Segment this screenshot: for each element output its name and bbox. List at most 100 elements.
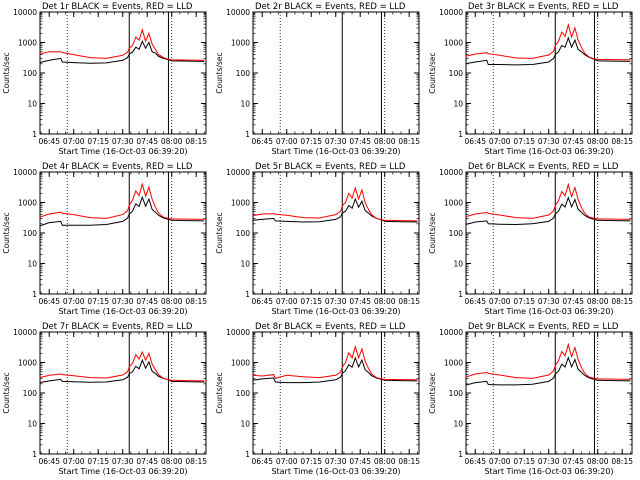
y-tick-label: 1000 bbox=[231, 199, 250, 208]
y-tick-label: 10 bbox=[27, 260, 37, 269]
x-tick-label: 07:15 bbox=[513, 297, 535, 306]
y-axis-label: Counts/sec bbox=[428, 212, 437, 253]
x-tick-label: 07:00 bbox=[489, 297, 511, 306]
series-lld-line bbox=[39, 350, 205, 382]
x-tick-label: 08:15 bbox=[398, 137, 420, 146]
x-tick-label: 07:45 bbox=[562, 137, 584, 146]
y-tick-label: 10000 bbox=[13, 8, 37, 17]
y-axis-label: Counts/sec bbox=[2, 212, 11, 253]
x-tick-label: 07:30 bbox=[538, 297, 560, 306]
y-tick-label: 10000 bbox=[439, 168, 463, 177]
y-tick-label: 100 bbox=[236, 229, 251, 238]
series-lld-line bbox=[39, 182, 205, 220]
series-lld-line bbox=[252, 186, 418, 222]
series-events-line bbox=[39, 195, 205, 227]
panel-title: Det 9r BLACK = Events, RED = LLD bbox=[468, 322, 619, 332]
x-tick-label: 07:15 bbox=[300, 297, 322, 306]
y-tick-label: 1000 bbox=[18, 199, 37, 208]
x-tick-label: 08:00 bbox=[374, 137, 396, 146]
series-events-line bbox=[39, 39, 205, 64]
panel-2: Det 2r BLACK = Events, RED = LLD 1 10 100 10… bbox=[215, 2, 420, 156]
x-tick-label: 07:15 bbox=[87, 457, 109, 466]
y-tick-label: 1000 bbox=[231, 359, 250, 368]
x-tick-label: 08:00 bbox=[587, 457, 609, 466]
x-axis-label: Start Time (16-Oct-03 06:39:20) bbox=[484, 307, 613, 316]
series-events-line bbox=[465, 196, 631, 226]
x-tick-label: 07:45 bbox=[349, 457, 371, 466]
x-tick-label: 07:15 bbox=[87, 137, 109, 146]
y-tick-label: 10000 bbox=[226, 8, 250, 17]
plot-frame bbox=[39, 11, 207, 135]
y-tick-label: 1 bbox=[458, 450, 463, 459]
y-axis-label: Counts/sec bbox=[2, 372, 11, 413]
x-tick-label: 07:45 bbox=[562, 297, 584, 306]
x-tick-label: 06:45 bbox=[38, 457, 60, 466]
x-tick-label: 07:15 bbox=[300, 457, 322, 466]
panel-7: Det 7r BLACK = Events, RED = LLD 1 10 100 10… bbox=[2, 322, 207, 476]
x-tick-label: 07:30 bbox=[325, 137, 347, 146]
panel-5: Det 5r BLACK = Events, RED = LLD 1 10 100 10… bbox=[215, 162, 420, 316]
y-tick-label: 1000 bbox=[231, 39, 250, 48]
series-events-line bbox=[465, 356, 631, 386]
y-tick-label: 100 bbox=[449, 389, 464, 398]
x-tick-label: 08:15 bbox=[398, 297, 420, 306]
y-tick-label: 1000 bbox=[18, 359, 37, 368]
plot-frame bbox=[39, 331, 207, 455]
x-tick-label: 07:45 bbox=[349, 297, 371, 306]
x-tick-label: 08:00 bbox=[161, 457, 183, 466]
x-tick-label: 07:00 bbox=[276, 457, 298, 466]
series-events-line bbox=[39, 358, 205, 384]
x-tick-label: 08:15 bbox=[611, 137, 633, 146]
x-tick-label: 06:45 bbox=[38, 137, 60, 146]
x-tick-label: 07:30 bbox=[112, 297, 134, 306]
y-tick-label: 10 bbox=[27, 420, 37, 429]
x-tick-label: 07:00 bbox=[63, 137, 85, 146]
plot-frame bbox=[252, 11, 420, 135]
x-axis-label: Start Time (16-Oct-03 06:39:20) bbox=[484, 147, 613, 156]
x-tick-label: 07:15 bbox=[87, 297, 109, 306]
y-tick-label: 10 bbox=[240, 260, 250, 269]
series-events-line bbox=[465, 36, 631, 66]
panel-3: Det 3r BLACK = Events, RED = LLD 1 10 100 10… bbox=[428, 2, 633, 156]
panel-8: Det 8r BLACK = Events, RED = LLD 1 10 100 10… bbox=[215, 322, 420, 476]
x-tick-label: 07:15 bbox=[513, 457, 535, 466]
y-tick-label: 1 bbox=[245, 130, 250, 139]
x-tick-label: 08:00 bbox=[587, 297, 609, 306]
y-tick-label: 10000 bbox=[439, 8, 463, 17]
y-tick-label: 10 bbox=[27, 100, 37, 109]
plot-frame bbox=[465, 331, 633, 455]
y-tick-label: 1 bbox=[32, 450, 37, 459]
x-tick-label: 07:00 bbox=[489, 457, 511, 466]
series-lld-line bbox=[252, 344, 418, 381]
x-tick-label: 07:00 bbox=[63, 457, 85, 466]
series-events-line bbox=[252, 197, 418, 223]
y-axis-label: Counts/sec bbox=[215, 212, 224, 253]
panel-title: Det 6r BLACK = Events, RED = LLD bbox=[468, 162, 619, 172]
y-axis-label: Counts/sec bbox=[428, 52, 437, 93]
x-tick-label: 07:15 bbox=[300, 137, 322, 146]
panel-title: Det 4r BLACK = Events, RED = LLD bbox=[42, 162, 193, 172]
y-tick-label: 1000 bbox=[444, 39, 463, 48]
y-axis-label: Counts/sec bbox=[215, 372, 224, 413]
y-tick-label: 1 bbox=[32, 290, 37, 299]
panel-title: Det 2r BLACK = Events, RED = LLD bbox=[255, 2, 406, 12]
panel-9: Det 9r BLACK = Events, RED = LLD 1 10 100 10… bbox=[428, 322, 633, 476]
y-tick-label: 10 bbox=[240, 420, 250, 429]
y-tick-label: 100 bbox=[236, 389, 251, 398]
x-tick-label: 08:00 bbox=[161, 137, 183, 146]
plot-frame bbox=[39, 171, 207, 295]
x-axis-label: Start Time (16-Oct-03 06:39:20) bbox=[58, 467, 187, 476]
y-tick-label: 100 bbox=[23, 229, 38, 238]
panel-title: Det 5r BLACK = Events, RED = LLD bbox=[255, 162, 406, 172]
x-tick-label: 07:30 bbox=[538, 457, 560, 466]
y-tick-label: 1000 bbox=[444, 359, 463, 368]
panel-6: Det 6r BLACK = Events, RED = LLD 1 10 100 10… bbox=[428, 162, 633, 316]
x-axis-label: Start Time (16-Oct-03 06:39:20) bbox=[271, 467, 400, 476]
y-tick-label: 1 bbox=[245, 290, 250, 299]
y-axis-label: Counts/sec bbox=[215, 52, 224, 93]
panel-title: Det 8r BLACK = Events, RED = LLD bbox=[255, 322, 406, 332]
plot-frame bbox=[252, 171, 420, 295]
x-tick-label: 08:15 bbox=[185, 457, 207, 466]
series-lld-line bbox=[39, 28, 205, 61]
y-tick-label: 1 bbox=[458, 130, 463, 139]
